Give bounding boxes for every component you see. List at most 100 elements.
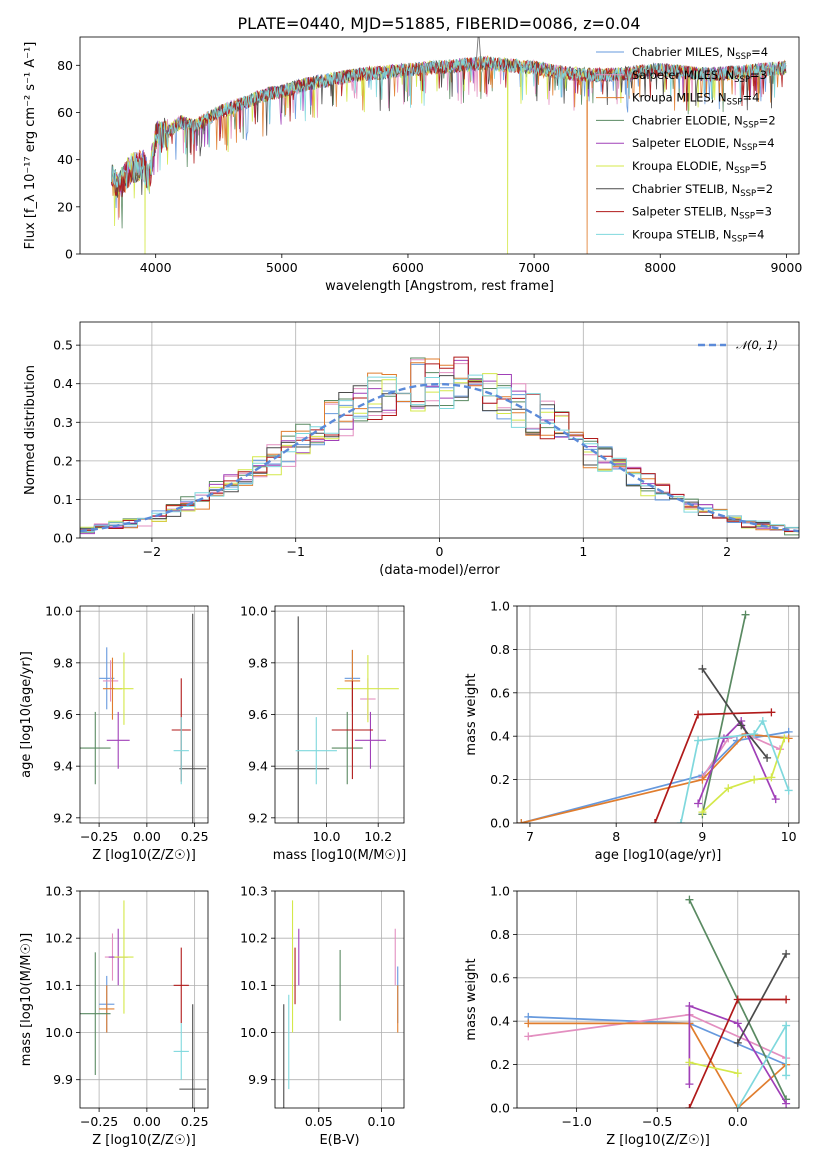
weight-line: [688, 1004, 787, 1105]
x-tick-label: 8: [612, 829, 620, 844]
legend-subscript: SSP: [742, 143, 758, 153]
y-tick-label: 40: [57, 152, 73, 167]
errorbar-point: [275, 616, 330, 823]
age-vs-metallicity-panel: −0.25 0.00 0.25 9.2 9.4 9.6 9.8 10.0 Z [log10(Z/…: [19, 604, 209, 863]
errorbar-point: [106, 711, 130, 769]
y-tick-label: 0.2: [53, 453, 73, 468]
y-tick-label: 60: [57, 105, 73, 120]
errorbar-point: [80, 952, 111, 1075]
weight-marker: [698, 664, 707, 673]
weight-line: [521, 731, 789, 823]
x-tick-label: 4000: [140, 260, 172, 275]
ticks: −1.0 −0.5 0.0 0.0 0.2 0.4 0.6 0.8 1.0: [490, 884, 748, 1130]
y-tick-label: 0.6: [490, 970, 510, 985]
legend-entry: Chabrier MILES, NSSP=4: [632, 45, 768, 62]
y-tick-label: 0.6: [490, 685, 510, 700]
y-tick-label: 9.4: [53, 759, 73, 774]
y-axis-label: age [log10(age/yr)]: [19, 651, 34, 778]
weight-marker: [685, 1104, 694, 1108]
weight-marker: [694, 799, 703, 808]
y-tick-label: 0.4: [490, 1014, 510, 1029]
x-axis-label: age [log10(age/yr)]: [595, 848, 722, 863]
legend-value: =2: [759, 113, 776, 127]
spectrum-line: [111, 56, 787, 191]
y-tick-label: 0.3: [53, 415, 73, 430]
x-tick-label: −0.5: [642, 1114, 672, 1129]
grid-lines: [275, 890, 404, 1108]
weight-marker: [650, 819, 659, 823]
weight-marker: [737, 721, 746, 730]
y-axis-label: Normed distribution: [23, 365, 38, 495]
legend-entry: Chabrier STELIB, NSSP=2: [632, 182, 773, 199]
grid-lines: [80, 890, 208, 1108]
legend-subscript: SSP: [740, 189, 756, 199]
x-tick-label: 0.25: [181, 829, 209, 844]
y-tick-label: 9.2: [53, 810, 73, 825]
weight-marker: [733, 1038, 742, 1047]
weight-marker: [698, 808, 707, 817]
weight-marker: [733, 1069, 742, 1078]
ticks: 4000 5000 6000 7000 8000 9000 0 20 40 60 80: [57, 58, 802, 275]
ticks: −2 −1 0 1 2 0.0 0.1 0.2 0.3 0.4 0.5: [53, 338, 731, 559]
y-tick-label: 0.0: [53, 531, 73, 546]
weight-marker: [782, 1071, 791, 1080]
x-axis-label: mass [log10(M/M☉)]: [273, 848, 406, 863]
plot-area: [283, 900, 399, 1108]
plot-area: [275, 616, 399, 823]
legend-entry: Salpeter STELIB, NSSP=3: [632, 205, 772, 222]
x-tick-label: 0.00: [133, 829, 161, 844]
x-axis-label: (data-model)/error: [379, 563, 500, 578]
plot-area: [80, 356, 799, 538]
axes-frame: [79, 321, 800, 539]
legend-value: =4: [751, 45, 768, 59]
y-tick-label: 20: [57, 199, 73, 214]
x-axis-label: wavelength [Angstrom, rest frame]: [325, 279, 554, 294]
weight-marker: [782, 1099, 791, 1108]
weight-marker: [524, 1019, 533, 1028]
weight-marker: [698, 775, 707, 784]
x-tick-label: 9: [698, 829, 706, 844]
legend-value: =4: [747, 227, 764, 241]
x-tick-label: 0.25: [181, 1114, 209, 1129]
weight-vs-metallicity-panel: −1.0 −0.5 0.0 0.0 0.2 0.4 0.6 0.8 1.0 Z [log10(Z/…: [464, 884, 800, 1148]
errorbar-point: [99, 985, 115, 1033]
legend-value: =3: [755, 205, 772, 219]
y-tick-label: 0: [65, 247, 73, 262]
legend-subscript: SSP: [743, 120, 759, 130]
legend-subscript: SSP: [735, 52, 751, 62]
legend-subscript: SSP: [734, 75, 750, 85]
weight-line: [689, 1061, 738, 1075]
histogram-steps: [80, 374, 799, 538]
axes-frame: [274, 890, 405, 1109]
grid-lines: [80, 606, 208, 823]
y-tick-label: 1.0: [490, 884, 510, 899]
weight-marker: [782, 1021, 791, 1030]
spectrum-panel: 4000 5000 6000 7000 8000 9000 0 20 40 60 80 wavelen…: [23, 36, 802, 294]
y-axis-label: mass weight: [464, 958, 479, 1040]
ticks: 7 8 9 10 0.0 0.2 0.4 0.6 0.8 1.0: [490, 599, 797, 845]
y-tick-label: 80: [57, 58, 73, 73]
weight-line: [697, 719, 777, 804]
y-tick-label: 10.0: [240, 604, 268, 619]
errorbar-point: [114, 652, 134, 725]
x-tick-label: 10: [781, 829, 797, 844]
weight-line: [521, 733, 789, 823]
x-axis-label: E(B-V): [319, 1133, 359, 1148]
x-tick-label: −1.0: [561, 1114, 591, 1129]
legend-entry: Salpeter MILES, NSSP=3: [632, 68, 767, 85]
weight-marker: [733, 1104, 742, 1108]
legend-entry: Chabrier ELODIE, NSSP=2: [632, 113, 776, 130]
x-tick-label: 1: [579, 544, 587, 559]
ticks: −0.25 0.00 0.25 9.9 10.0 10.1 10.2 10.3: [45, 884, 208, 1130]
weight-marker: [676, 819, 685, 823]
weight-marker: [767, 773, 776, 782]
weight-marker: [767, 708, 776, 717]
weight-marker: [758, 717, 767, 726]
legend-value: =3: [750, 68, 767, 82]
x-tick-label: 0.00: [133, 1114, 161, 1129]
errorbar-point: [80, 711, 111, 785]
weight-line: [737, 953, 787, 1044]
y-tick-label: 9.9: [248, 1072, 268, 1087]
legend-value: =4: [742, 91, 759, 105]
errorbar-point: [354, 711, 386, 769]
